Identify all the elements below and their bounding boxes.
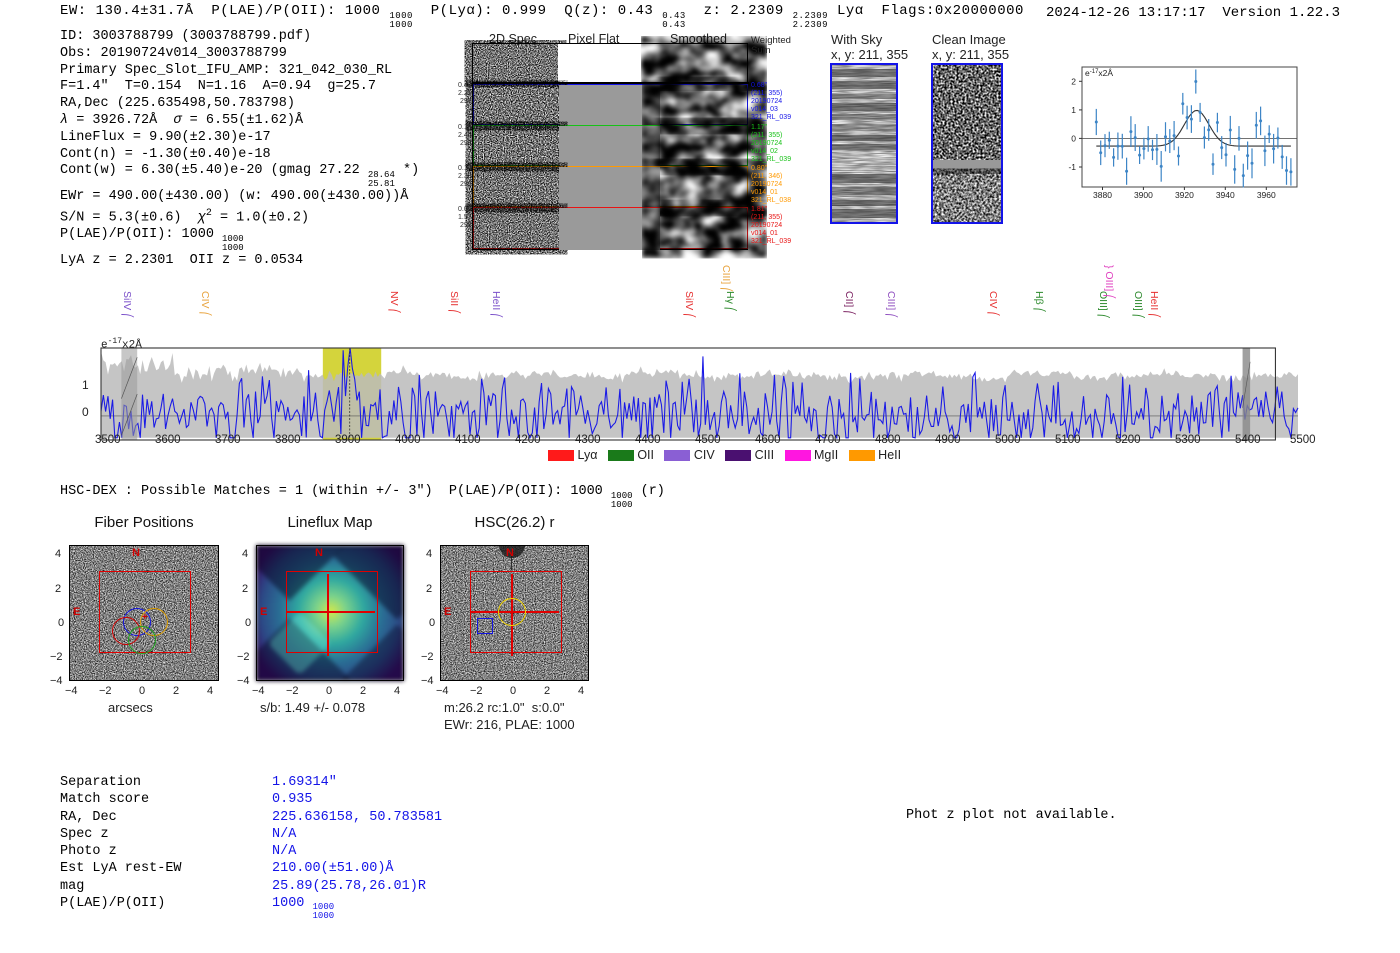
svg-text:3920: 3920 bbox=[1175, 190, 1194, 200]
svg-text:3940: 3940 bbox=[1216, 190, 1235, 200]
svg-text:3900: 3900 bbox=[1134, 190, 1153, 200]
svg-text:3960: 3960 bbox=[1257, 190, 1276, 200]
svg-text:0: 0 bbox=[1071, 133, 1076, 143]
svg-text:2: 2 bbox=[1071, 76, 1076, 86]
svg-text:1: 1 bbox=[1071, 105, 1076, 115]
svg-text:-1: -1 bbox=[1068, 162, 1076, 172]
svg-text:3880: 3880 bbox=[1093, 190, 1112, 200]
svg-text:e-17x2Å: e-17x2Å bbox=[1085, 68, 1113, 78]
